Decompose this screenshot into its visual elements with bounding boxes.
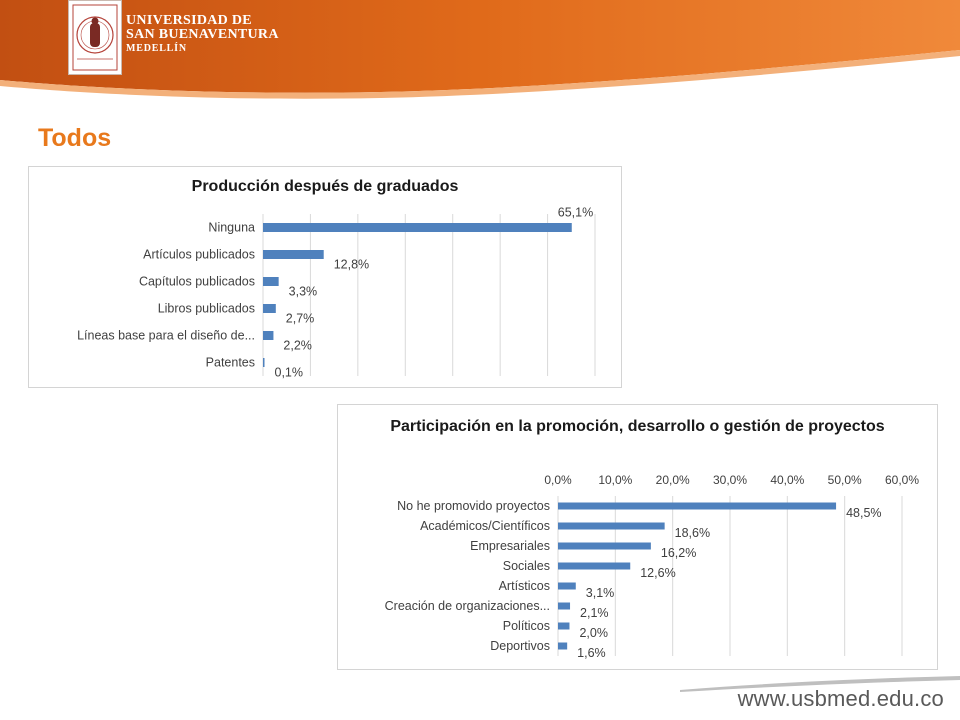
x-tick-label: 60,0% bbox=[885, 473, 919, 487]
category-label: Empresariales bbox=[470, 539, 550, 553]
header-background bbox=[0, 0, 960, 99]
chart-title: Producción después de graduados bbox=[191, 178, 459, 195]
bar bbox=[558, 562, 631, 570]
bar bbox=[558, 602, 571, 610]
bar bbox=[558, 522, 665, 530]
bar bbox=[558, 622, 570, 630]
data-label: 65,1% bbox=[558, 206, 593, 220]
university-seal-icon bbox=[68, 0, 122, 75]
bar bbox=[263, 250, 324, 259]
data-label: 48,5% bbox=[846, 506, 881, 520]
university-name-line1: UNIVERSIDAD DE bbox=[126, 13, 252, 28]
category-label: Libros publicados bbox=[158, 302, 255, 316]
chart-plot-area: Ninguna 65,1% Artículos publicados 12,8% Cap… bbox=[77, 206, 596, 380]
data-label: 2,2% bbox=[283, 339, 312, 353]
bar bbox=[263, 223, 572, 232]
chart-production-after-graduation: Producción después de graduados Ninguna 6… bbox=[28, 166, 622, 388]
bar bbox=[558, 502, 837, 510]
data-label: 1,6% bbox=[577, 646, 606, 660]
category-label: Deportivos bbox=[490, 639, 550, 653]
category-label: Capítulos publicados bbox=[139, 275, 255, 289]
section-title: Todos bbox=[38, 124, 112, 152]
university-name-line2: SAN BUENAVENTURA bbox=[126, 27, 279, 42]
category-label: Artísticos bbox=[499, 579, 550, 593]
data-label: 12,8% bbox=[334, 258, 369, 272]
data-label: 18,6% bbox=[675, 526, 710, 540]
data-label: 2,0% bbox=[579, 626, 608, 640]
category-label: Creación de organizaciones... bbox=[385, 599, 550, 613]
data-label: 12,6% bbox=[640, 566, 675, 580]
x-tick-label: 20,0% bbox=[656, 473, 690, 487]
data-label: 3,3% bbox=[289, 285, 318, 299]
bar bbox=[558, 542, 651, 550]
bar bbox=[263, 358, 265, 367]
category-label: Ninguna bbox=[208, 221, 255, 235]
data-label: 3,1% bbox=[586, 586, 615, 600]
footer-decoration bbox=[680, 676, 960, 692]
category-label: Sociales bbox=[503, 559, 550, 573]
data-label: 2,7% bbox=[286, 312, 315, 326]
data-label: 2,1% bbox=[580, 606, 609, 620]
category-label: Patentes bbox=[206, 356, 255, 370]
chart-plot-area: 0,0% 10,0% 20,0% 30,0% 40,0% 50,0% 60,0% No he … bbox=[385, 473, 920, 660]
category-label: Líneas base para el diseño de... bbox=[77, 329, 255, 343]
website-url: www.usbmed.edu.co bbox=[737, 686, 944, 711]
x-tick-label: 40,0% bbox=[770, 473, 804, 487]
university-name-line3: MEDELLÍN bbox=[126, 43, 187, 54]
category-label: Políticos bbox=[503, 619, 550, 633]
data-label: 16,2% bbox=[661, 546, 696, 560]
x-tick-label: 10,0% bbox=[598, 473, 632, 487]
bar bbox=[263, 304, 276, 313]
chart-title: Participación en la promoción, desarroll… bbox=[390, 418, 885, 435]
bar bbox=[558, 582, 576, 590]
category-label: Artículos publicados bbox=[143, 248, 255, 262]
bar bbox=[558, 642, 568, 650]
header-banner: UNIVERSIDAD DE SAN BUENAVENTURA MEDELLÍN bbox=[0, 0, 960, 100]
x-tick-label: 50,0% bbox=[828, 473, 862, 487]
x-tick-label: 30,0% bbox=[713, 473, 747, 487]
category-label: Académicos/Científicos bbox=[420, 519, 550, 533]
chart-project-participation: Participación en la promoción, desarroll… bbox=[337, 404, 938, 670]
category-label: No he promovido proyectos bbox=[397, 499, 550, 513]
university-name: UNIVERSIDAD DE SAN BUENAVENTURA MEDELLÍN bbox=[126, 14, 279, 56]
bar bbox=[263, 331, 274, 340]
data-label: 0,1% bbox=[275, 366, 304, 380]
x-tick-label: 0,0% bbox=[544, 473, 572, 487]
bar bbox=[263, 277, 279, 286]
